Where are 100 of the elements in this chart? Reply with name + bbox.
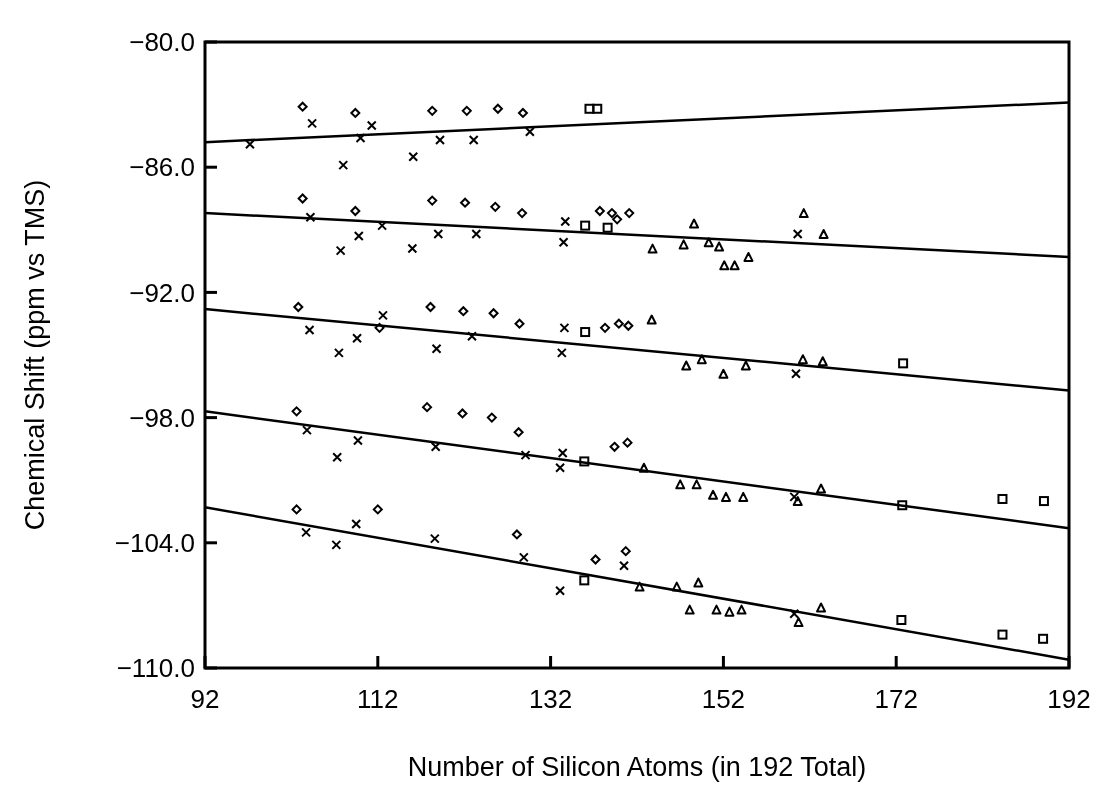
point <box>675 479 686 490</box>
point <box>647 243 658 254</box>
point <box>333 347 344 358</box>
point <box>798 208 809 219</box>
point <box>435 135 446 146</box>
point <box>425 302 436 313</box>
point <box>511 529 522 540</box>
point <box>708 489 719 500</box>
point <box>560 216 571 227</box>
point <box>793 617 804 628</box>
point <box>422 402 433 413</box>
point <box>458 306 469 317</box>
point <box>427 195 438 206</box>
point <box>681 360 692 371</box>
point <box>513 427 524 438</box>
point <box>738 491 749 502</box>
point <box>579 456 590 467</box>
x-tick-label: 172 <box>874 684 918 714</box>
point <box>634 581 645 592</box>
point <box>696 354 707 365</box>
point <box>711 604 722 615</box>
point <box>514 318 525 329</box>
point <box>622 437 633 448</box>
x-tick-label: 152 <box>701 684 746 714</box>
point <box>817 356 828 367</box>
point <box>338 160 349 171</box>
point <box>740 360 751 371</box>
point <box>555 462 566 473</box>
y-tick-label: −80.0 <box>129 27 195 58</box>
point <box>486 412 497 423</box>
point <box>1038 633 1049 644</box>
x-tick-label: 132 <box>528 684 573 714</box>
point <box>897 500 908 511</box>
point <box>520 450 531 461</box>
point <box>623 320 634 331</box>
point <box>790 368 801 379</box>
point <box>580 220 591 231</box>
point <box>517 208 528 219</box>
point <box>492 103 503 114</box>
point <box>602 222 613 233</box>
point <box>816 602 827 613</box>
point <box>408 151 419 162</box>
point <box>559 322 570 333</box>
point <box>720 491 731 502</box>
point <box>612 214 623 225</box>
point <box>714 241 725 252</box>
point <box>304 324 315 335</box>
point <box>518 552 529 563</box>
point <box>488 308 499 319</box>
point <box>332 452 343 463</box>
point <box>594 206 605 217</box>
point <box>307 118 318 129</box>
point <box>377 310 388 321</box>
point <box>624 208 635 219</box>
x-tick-label: 112 <box>357 684 399 714</box>
point <box>555 585 566 596</box>
point <box>431 343 442 354</box>
point <box>352 435 363 446</box>
point <box>460 197 471 208</box>
point <box>352 333 363 344</box>
point <box>678 239 689 250</box>
point <box>297 101 308 112</box>
point <box>590 554 601 565</box>
point <box>792 496 803 507</box>
point <box>691 479 702 490</box>
point <box>620 546 631 557</box>
point <box>792 228 803 239</box>
point <box>297 193 308 204</box>
point <box>291 504 302 515</box>
point <box>703 237 714 248</box>
point <box>374 322 385 333</box>
point <box>429 533 440 544</box>
point <box>468 135 479 146</box>
point <box>556 347 567 358</box>
point <box>818 228 829 239</box>
x-axis-title: Number of Silicon Atoms (in 192 Total) <box>407 752 867 782</box>
point <box>366 120 377 131</box>
point <box>331 539 342 550</box>
point <box>689 218 700 229</box>
point <box>600 322 611 333</box>
point <box>372 504 383 515</box>
point <box>558 237 569 248</box>
point <box>729 260 740 271</box>
point <box>466 331 477 342</box>
point <box>789 608 800 619</box>
point <box>353 231 364 242</box>
point <box>638 462 649 473</box>
point <box>619 560 630 571</box>
point <box>293 302 304 313</box>
point <box>592 103 603 114</box>
point <box>724 606 735 617</box>
point <box>427 105 438 116</box>
point <box>579 575 590 586</box>
point <box>457 408 468 419</box>
point <box>719 260 730 271</box>
x-tick-label: 92 <box>190 684 220 714</box>
point <box>1038 496 1049 507</box>
point <box>305 212 316 223</box>
point <box>789 491 800 502</box>
y-tick-label: −86.0 <box>129 152 195 183</box>
